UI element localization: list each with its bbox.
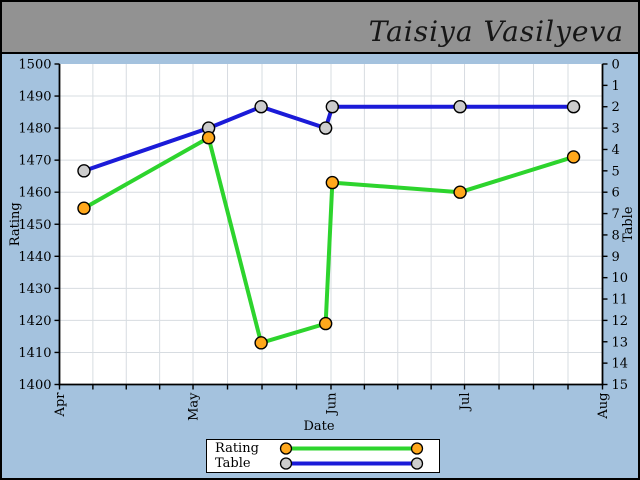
x-axis-title: Date — [303, 419, 334, 434]
svg-text:2: 2 — [612, 100, 620, 115]
svg-text:7: 7 — [612, 207, 620, 222]
svg-text:13: 13 — [612, 335, 629, 350]
svg-text:May: May — [187, 392, 202, 421]
svg-text:11: 11 — [612, 293, 629, 308]
right-axis-title: Table — [621, 206, 636, 242]
svg-text:Jul: Jul — [458, 393, 473, 413]
svg-text:Apr: Apr — [53, 392, 68, 418]
marker-rating — [566, 150, 581, 164]
marker-table — [318, 121, 333, 135]
marker-rating — [254, 336, 268, 350]
marker-rating — [318, 316, 333, 331]
marker-table — [566, 100, 581, 114]
svg-text:1400: 1400 — [18, 378, 51, 393]
marker-table — [325, 100, 340, 114]
legend-label-rating: Rating — [215, 441, 259, 456]
svg-text:Aug: Aug — [596, 393, 611, 420]
svg-text:15: 15 — [612, 378, 629, 393]
svg-text:1440: 1440 — [18, 250, 51, 265]
svg-text:0: 0 — [612, 58, 620, 73]
svg-text:1480: 1480 — [18, 122, 51, 137]
marker-rating — [453, 185, 467, 199]
svg-text:1500: 1500 — [18, 58, 51, 73]
marker-table — [77, 164, 91, 178]
legend-sample-rating-line-icon — [279, 442, 424, 455]
legend-row-table: Table — [207, 456, 439, 471]
svg-text:6: 6 — [612, 186, 620, 201]
marker-table — [453, 100, 467, 114]
svg-text:1470: 1470 — [18, 154, 51, 169]
svg-text:4: 4 — [612, 143, 620, 158]
svg-text:9: 9 — [612, 250, 620, 265]
svg-text:1410: 1410 — [18, 346, 51, 361]
ticks — [54, 63, 608, 390]
header-bar — [2, 2, 638, 54]
signature-text: Taisiya Vasilyeva — [368, 15, 624, 48]
tick-labels: 1400141014201430144014501460147014801490… — [18, 58, 628, 421]
svg-text:10: 10 — [612, 271, 629, 286]
svg-text:1490: 1490 — [18, 90, 51, 105]
legend-label-table: Table — [215, 456, 251, 471]
svg-text:1450: 1450 — [18, 218, 51, 233]
marker-rating — [325, 175, 340, 190]
left-axis-title: Rating — [8, 202, 23, 246]
svg-text:3: 3 — [612, 122, 620, 137]
svg-text:1420: 1420 — [18, 314, 51, 329]
marker-table — [254, 100, 268, 114]
svg-text:Jun: Jun — [325, 392, 340, 417]
svg-text:8: 8 — [612, 228, 620, 243]
chart-legend: Rating Table — [206, 439, 440, 473]
svg-text:5: 5 — [612, 164, 620, 179]
svg-text:12: 12 — [612, 314, 629, 329]
svg-text:1460: 1460 — [18, 186, 51, 201]
legend-row-rating: Rating — [207, 441, 439, 456]
legend-sample-table-line-icon — [279, 457, 424, 470]
svg-text:14: 14 — [612, 357, 629, 372]
svg-text:1430: 1430 — [18, 282, 51, 297]
marker-rating — [77, 201, 91, 215]
svg-text:1: 1 — [612, 79, 620, 94]
marker-rating — [201, 131, 216, 145]
